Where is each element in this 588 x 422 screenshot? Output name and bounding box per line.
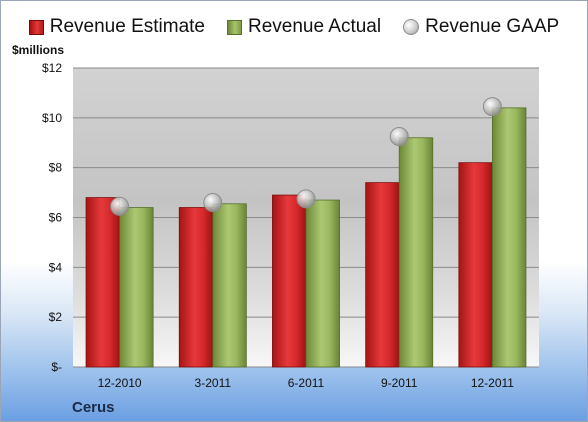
- marker-revenue-gaap: [203, 193, 223, 213]
- legend-label-gaap: Revenue GAAP: [425, 16, 560, 37]
- marker-revenue-gaap: [296, 189, 316, 209]
- y-tick-label: $8: [49, 161, 63, 175]
- company-name: Cerus: [72, 399, 115, 416]
- bar-revenue-actual: [212, 203, 247, 368]
- x-axis-ticks: 12-2010 3-2011 6-2011 9-2011 12-2011: [98, 376, 515, 390]
- x-tick-label: 12-2010: [98, 376, 142, 390]
- gaap-markers: [110, 97, 502, 216]
- marker-revenue-gaap: [389, 127, 409, 147]
- bar-revenue-estimate: [458, 162, 493, 368]
- x-tick-label: 3-2011: [195, 376, 232, 390]
- bar-revenue-actual: [305, 199, 340, 368]
- legend-item-estimate: Revenue Estimate: [28, 16, 205, 38]
- y-tick-label: $4: [49, 260, 63, 274]
- y-axis-ticks: $- $2 $4 $6 $8 $10 $12: [42, 61, 62, 374]
- x-tick-label: 9-2011: [381, 376, 418, 390]
- bar-revenue-actual: [119, 207, 154, 368]
- bar-revenue-estimate: [178, 207, 214, 368]
- legend-swatch-actual: [227, 19, 242, 35]
- bar-revenue-estimate: [365, 182, 400, 368]
- y-axis-unit-label: $millions: [12, 43, 65, 57]
- y-tick-label: $-: [51, 360, 62, 374]
- bar-revenue-estimate: [85, 197, 120, 368]
- legend-item-actual: Revenue Actual: [227, 16, 381, 38]
- y-tick-label: $10: [42, 111, 62, 125]
- x-tick-label: 12-2011: [471, 376, 514, 390]
- legend-label-estimate: Revenue Estimate: [49, 16, 205, 37]
- marker-revenue-gaap: [110, 196, 130, 216]
- y-tick-label: $2: [49, 310, 63, 324]
- bar-revenue-actual: [398, 137, 434, 368]
- legend: Revenue Estimate Revenue Actual Revenue …: [0, 16, 588, 38]
- y-tick-label: $12: [42, 61, 62, 75]
- marker-revenue-gaap: [482, 97, 502, 117]
- bar-revenue-estimate: [272, 194, 307, 368]
- bars: [85, 107, 527, 368]
- x-tick-label: 6-2011: [288, 376, 325, 390]
- legend-swatch-estimate: [28, 19, 44, 35]
- legend-swatch-gaap: [403, 19, 420, 35]
- y-tick-label: $6: [49, 211, 63, 225]
- bar-revenue-actual: [491, 107, 527, 368]
- legend-item-gaap: Revenue GAAP: [403, 16, 559, 38]
- legend-label-actual: Revenue Actual: [248, 16, 382, 37]
